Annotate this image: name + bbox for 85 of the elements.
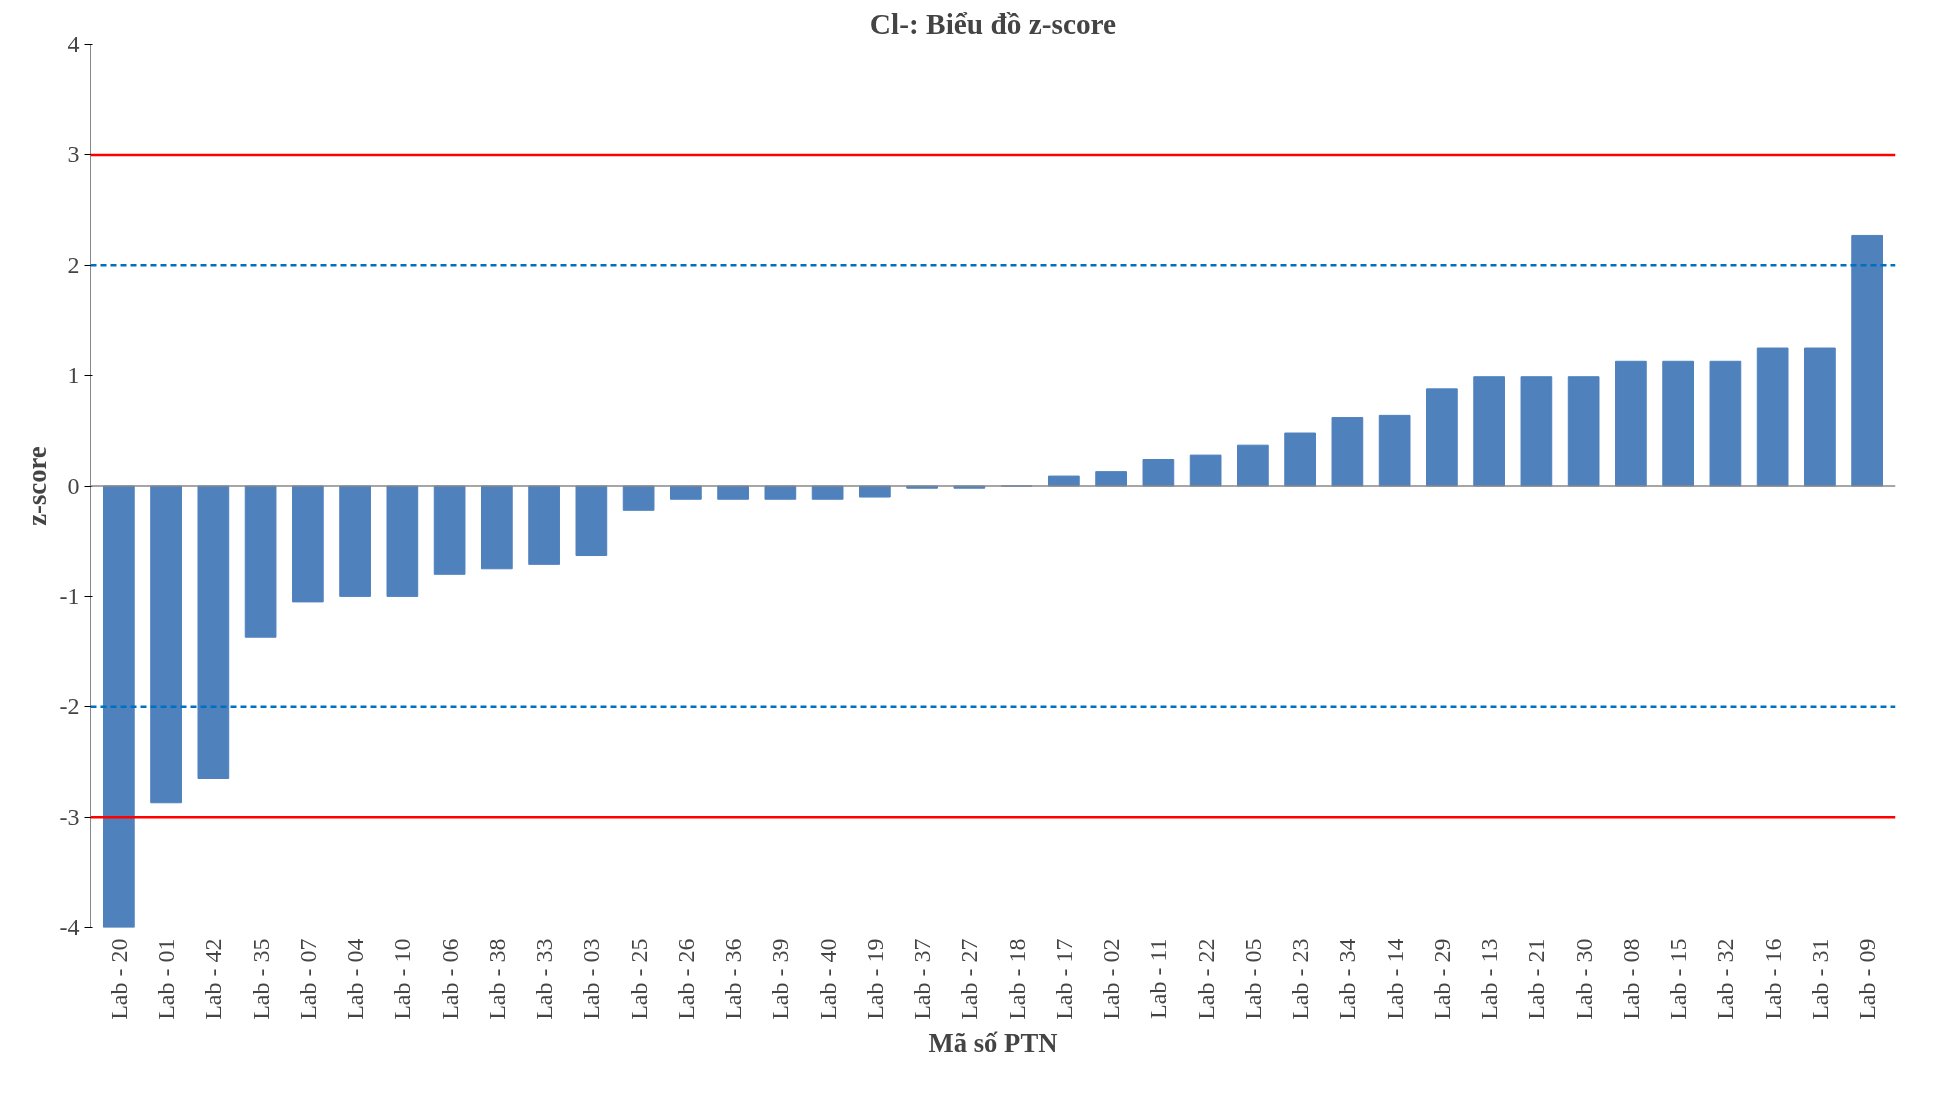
y-tick-label: 0 <box>67 472 80 499</box>
x-tick-label: Lab - 22 <box>1192 938 1219 1020</box>
bar <box>1709 360 1742 487</box>
x-tick-label: Lab - 13 <box>1476 938 1503 1020</box>
bar <box>292 485 324 603</box>
y-tick-label: -2 <box>59 693 80 720</box>
x-axis-title: Mã số PTN <box>928 1027 1058 1058</box>
bar <box>339 485 371 597</box>
x-tick-label: Lab - 04 <box>342 938 369 1020</box>
bar <box>1756 347 1789 487</box>
bar <box>859 485 891 498</box>
x-tick-label: Lab - 40 <box>814 938 841 1020</box>
x-tick-label: Lab - 33 <box>531 938 558 1020</box>
x-tick-label: Lab - 15 <box>1665 938 1692 1020</box>
bar <box>433 485 466 575</box>
x-tick-label: Lab - 30 <box>1570 938 1597 1020</box>
bar <box>1095 471 1127 487</box>
bar <box>811 485 844 500</box>
bar <box>764 485 797 500</box>
y-tick-label: -3 <box>59 803 80 830</box>
x-tick-label: Lab - 27 <box>956 938 983 1020</box>
x-tick-label: Lab - 38 <box>483 938 510 1020</box>
bar <box>575 485 608 557</box>
x-tick-label: Lab - 39 <box>767 938 794 1020</box>
y-tick-label: 2 <box>67 251 80 278</box>
bar <box>670 485 702 500</box>
x-tick-label: Lab - 18 <box>1003 938 1030 1020</box>
bar <box>1567 376 1600 487</box>
x-tick-label: Lab - 29 <box>1428 938 1455 1020</box>
x-tick-label: Lab - 26 <box>672 938 699 1020</box>
y-tick-label: -1 <box>59 582 80 609</box>
y-tick-label: 1 <box>67 362 80 389</box>
x-tick-label: Lab - 09 <box>1854 938 1881 1020</box>
bar <box>197 485 230 779</box>
x-tick-label: Lab - 25 <box>625 938 652 1020</box>
bar <box>1142 459 1175 487</box>
bar <box>1615 360 1647 487</box>
x-tick-label: Lab - 17 <box>1050 938 1077 1020</box>
x-tick-label: Lab - 19 <box>861 938 888 1020</box>
x-tick-label: Lab - 31 <box>1806 938 1833 1020</box>
bar <box>1284 432 1316 487</box>
x-tick-label: Lab - 16 <box>1759 938 1786 1020</box>
x-tick-label: Lab - 02 <box>1098 938 1125 1020</box>
x-tick-label: Lab - 07 <box>294 938 321 1020</box>
bar <box>386 485 419 597</box>
bar <box>622 485 655 511</box>
x-tick-label: Lab - 21 <box>1523 938 1550 1020</box>
bar <box>1473 376 1505 487</box>
x-tick-label: Lab - 34 <box>1334 938 1361 1020</box>
bar <box>1189 454 1222 487</box>
x-tick-label: Lab - 06 <box>436 938 463 1020</box>
x-tick-label: Lab - 36 <box>720 938 747 1020</box>
bar <box>528 485 560 565</box>
bar <box>717 485 749 500</box>
x-tick-label: Lab - 08 <box>1617 938 1644 1020</box>
bar <box>102 485 135 928</box>
bar <box>1662 360 1694 487</box>
y-tick-label: 4 <box>67 31 80 57</box>
x-tick-label: Lab - 35 <box>247 938 274 1020</box>
y-tick-label: -4 <box>59 914 80 940</box>
x-tick-label: Lab - 05 <box>1239 938 1266 1020</box>
bar <box>1378 414 1411 487</box>
bar <box>1851 234 1884 487</box>
bar <box>244 485 277 638</box>
x-tick-label: Lab - 42 <box>200 938 227 1020</box>
y-axis-title: z-score <box>21 446 52 526</box>
bar <box>1237 444 1269 487</box>
chart-title: Cl-: Biểu đồ z-score <box>869 7 1117 40</box>
bar <box>1048 475 1080 487</box>
bar <box>1520 376 1553 487</box>
x-tick-label: Lab - 37 <box>909 938 936 1020</box>
x-tick-label: Lab - 03 <box>578 938 605 1020</box>
bar <box>1804 347 1836 487</box>
bar <box>481 485 513 570</box>
x-tick-label: Lab - 11 <box>1145 938 1172 1019</box>
x-tick-label: Lab - 01 <box>153 938 180 1020</box>
y-tick-label: 3 <box>67 141 80 168</box>
bar <box>1426 388 1458 487</box>
x-tick-label: Lab - 23 <box>1287 938 1314 1020</box>
x-tick-label: Lab - 32 <box>1712 938 1739 1020</box>
x-tick-label: Lab - 10 <box>389 938 416 1020</box>
bar <box>1331 417 1364 487</box>
x-tick-label: Lab - 20 <box>105 938 132 1020</box>
bar <box>150 485 182 804</box>
x-tick-label: Lab - 14 <box>1381 938 1408 1020</box>
